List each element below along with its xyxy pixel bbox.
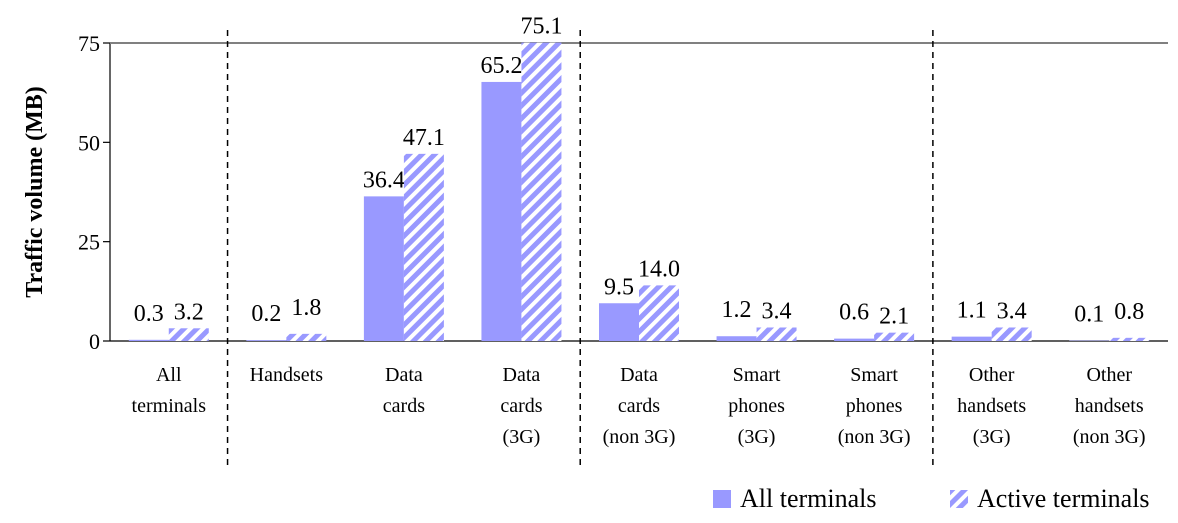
category-label: Smart [850, 364, 898, 386]
bar-active-terminals [874, 333, 914, 341]
bar-active-terminals [521, 43, 561, 341]
legend-label-active-terminals: Active terminals [977, 484, 1150, 513]
legend-swatch-active-terminals [950, 490, 968, 508]
data-label-all-terminals: 65.2 [480, 53, 522, 79]
y-tick-label: 25 [78, 230, 100, 255]
bar-active-terminals [757, 327, 797, 341]
category-label: terminals [132, 395, 207, 417]
data-label-all-terminals: 36.4 [363, 167, 405, 193]
data-label-active-terminals: 1.8 [291, 295, 321, 321]
category-label: Smart [733, 364, 781, 386]
data-label-active-terminals: 14.0 [638, 256, 680, 282]
category-label: handsets [957, 395, 1026, 417]
data-label-active-terminals: 3.2 [174, 299, 204, 325]
category-label: (non 3G) [603, 426, 676, 448]
data-label-active-terminals: 3.4 [997, 298, 1027, 324]
category-label: (3G) [738, 426, 776, 448]
data-label-all-terminals: 0.6 [839, 300, 869, 326]
category-label: All [156, 364, 182, 386]
data-label-all-terminals: 9.5 [604, 274, 634, 300]
category-label: cards [500, 395, 542, 417]
data-label-all-terminals: 0.1 [1074, 302, 1104, 328]
bar-active-terminals [639, 285, 679, 341]
bar-all-terminals [599, 303, 639, 341]
category-label: (non 3G) [838, 426, 911, 448]
data-label-active-terminals: 3.4 [762, 298, 792, 324]
data-label-all-terminals: 0.3 [134, 301, 164, 327]
category-label: Handsets [250, 364, 324, 386]
y-tick-label: 75 [78, 31, 100, 56]
category-label: Other [1086, 364, 1132, 386]
bar-active-terminals [169, 328, 209, 341]
bar-all-terminals [717, 336, 757, 341]
data-label-active-terminals: 2.1 [879, 304, 909, 330]
legend-swatch-all-terminals [713, 490, 731, 508]
category-label: (3G) [503, 426, 541, 448]
plot-area: 0 25 50 75 0.3 3.2 All terminals 0.2 1.8 Handsets 3… [78, 14, 1168, 468]
bar-all-terminals [364, 196, 404, 341]
category-label: Data [503, 364, 541, 386]
bar-active-terminals [286, 334, 326, 341]
y-tick-label: 50 [78, 130, 100, 155]
data-label-active-terminals: 75.1 [520, 14, 562, 40]
bar-all-terminals [481, 82, 521, 341]
legend-label-all-terminals: All terminals [740, 484, 876, 513]
category-label: Data [620, 364, 658, 386]
bar-all-terminals [246, 340, 286, 341]
data-label-all-terminals: 1.1 [957, 298, 987, 324]
legend: All terminals Active terminals [713, 484, 1150, 513]
bar-active-terminals [1109, 338, 1149, 341]
data-label-active-terminals: 0.8 [1114, 299, 1144, 325]
category-label: Other [969, 364, 1015, 386]
category-label: (non 3G) [1073, 426, 1146, 448]
y-axis-label: Traffic volume (MB) [22, 86, 48, 298]
bar-active-terminals [404, 154, 444, 341]
category-label: Data [385, 364, 423, 386]
category-label: cards [383, 395, 425, 417]
category-label: (3G) [973, 426, 1011, 448]
data-label-all-terminals: 1.2 [722, 297, 752, 323]
category-label: handsets [1075, 395, 1144, 417]
category-label: cards [618, 395, 660, 417]
bar-all-terminals [834, 339, 874, 341]
bar-active-terminals [992, 327, 1032, 341]
category-label: phones [728, 395, 785, 417]
data-label-active-terminals: 47.1 [403, 125, 445, 151]
bar-all-terminals [952, 337, 992, 341]
bar-all-terminals [129, 340, 169, 341]
y-tick-label: 0 [89, 329, 100, 354]
data-label-all-terminals: 0.2 [251, 301, 281, 327]
category-label: phones [846, 395, 903, 417]
